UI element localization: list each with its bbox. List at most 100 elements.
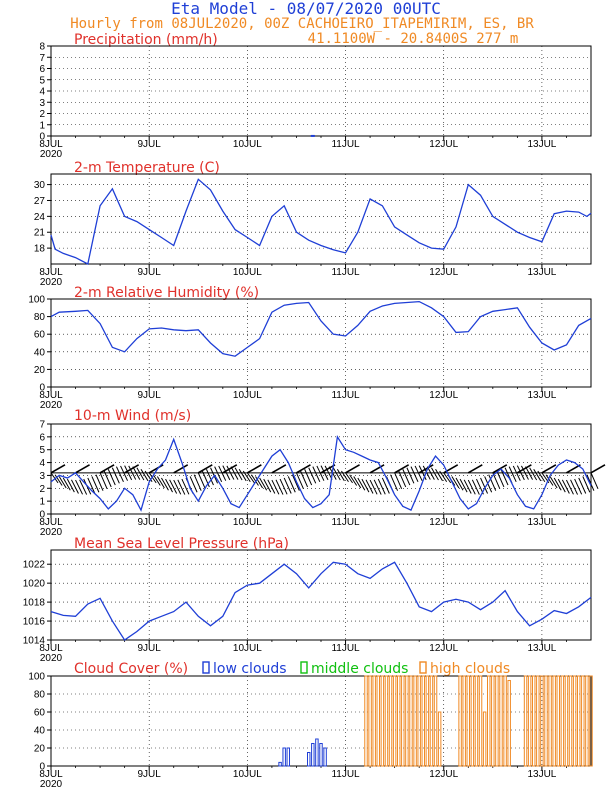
wind-barb [181,478,190,495]
wind-barb [471,479,480,495]
wind-barb [279,478,288,495]
wind-barb [99,472,108,490]
wind-barb [390,474,399,491]
high-clouds-bar [499,675,503,767]
wind-barb [271,479,280,495]
high-clouds-bar [478,675,483,767]
legend-low-swatch [202,661,210,674]
mslp-frame [50,549,592,641]
run-info: Hourly from 08JUL2020, 00Z CACHOEIRO_ITA… [70,16,534,32]
low-clouds-bar [307,752,311,767]
precip-ytick-label: 8 [39,42,45,53]
high-clouds-bar [527,675,532,767]
rh-xtick-label: 10JUL [233,390,262,401]
rh-xtick-label: 12JUL [429,390,458,401]
wind-barb-flag [492,464,508,474]
wind-barb [459,478,468,493]
wind-barb [365,479,374,494]
wind-barb [484,476,493,493]
wind-barb [443,472,452,484]
wind-xtick-label: 9JUL [138,517,162,528]
cloud-xtick-label: 12JUL [429,769,458,780]
mslp-ytick-label: 1020 [23,579,46,590]
wind-barb [107,469,116,486]
legend-high-swatch [419,661,427,674]
wind-barb [533,468,542,482]
high-clouds-bar [392,675,397,767]
precip-xtick-label: 9JUL [138,139,162,150]
cloud-ytick-label: 20 [34,744,46,755]
high-clouds-bar [470,675,475,767]
wind-barb [103,470,112,488]
wind-barb [336,468,345,482]
wind-barb-flag [369,464,385,474]
high-clouds-bar [384,675,389,767]
legend-high-label: high clouds [430,661,510,677]
high-clouds-bar [491,675,495,767]
wind-barb [369,479,378,495]
wind-barb [529,467,538,481]
wind-barb [75,479,83,495]
rh-series-line [50,300,592,357]
wind-barb-flag [246,464,262,474]
precip-ytick-label: 5 [39,75,45,86]
wind-ytick-label: 3 [39,471,45,482]
wind-barb-flag [99,464,115,474]
high-clouds-bar [572,675,577,767]
rh-xtick-label: 13JUL [527,390,556,401]
precip-bar [310,134,315,137]
wind-barb [263,478,272,493]
wind-barb [406,467,415,484]
wind-xtick-label: 13JUL [527,517,556,528]
wind-barb [267,479,276,494]
wind-barb [561,479,570,494]
precip-title: Precipitation (mm/h) [74,32,218,48]
temp-xtick-label: 11JUL [331,267,360,278]
wind-barb-flag [541,464,557,474]
mslp-series-line [50,561,592,641]
wind-barb [312,466,321,483]
mslp-xtick-label: 13JUL [527,643,556,654]
mslp-xtick-label: 11JUL [331,643,360,654]
wind-series-line [50,435,592,512]
cloud-ytick-label: 80 [34,690,46,701]
wind-barb [197,472,206,490]
wind-barb [566,479,574,495]
temp-ytick-label: 30 [34,180,46,191]
high-clouds-bar [556,675,561,767]
legend-low-label: low clouds [213,661,287,677]
wind-ytick-label: 7 [39,420,45,431]
wind-barb [79,479,88,495]
cloud-ytick-label: 60 [34,708,46,719]
rh-xtick-label: 11JUL [331,390,360,401]
precip-year-label: 2020 [40,149,63,160]
wind-xtick-label: 10JUL [233,517,262,528]
wind-barb [398,470,407,488]
cloud-ytick-label: 0 [39,762,45,773]
cloud-xtick-label: 10JUL [233,769,262,780]
temp-xtick-label: 8JUL [39,267,63,278]
mslp-panel: 1014 1016 1018 1020 1022 8JUL 9JUL 10JUL 11JUL 12… [23,549,592,664]
cloud-xtick-label: 8JUL [39,769,63,780]
wind-year-label: 2020 [40,527,63,538]
low-clouds-bar [278,761,282,767]
high-clouds-bar [544,675,548,767]
high-clouds-bar [372,675,376,767]
high-clouds-bar [532,675,536,767]
wind-ytick-label: 6 [39,432,45,443]
wind-barb [259,477,268,491]
precip-ytick-label: 2 [39,109,45,120]
location-coords: 41.1100W - 20.8400S 277 m [308,31,519,47]
wind-barb [140,468,149,482]
high-clouds-bar [581,675,585,767]
wind-barb [557,478,566,493]
wind-barb [238,468,247,482]
rh-ytick-label: 0 [39,383,45,394]
wind-barb-flag [124,464,140,474]
high-clouds-bar [577,675,581,767]
high-clouds-bar [564,675,569,767]
wind-barb [496,470,505,488]
mslp-year-label: 2020 [40,653,63,664]
wind-barb [177,479,186,495]
